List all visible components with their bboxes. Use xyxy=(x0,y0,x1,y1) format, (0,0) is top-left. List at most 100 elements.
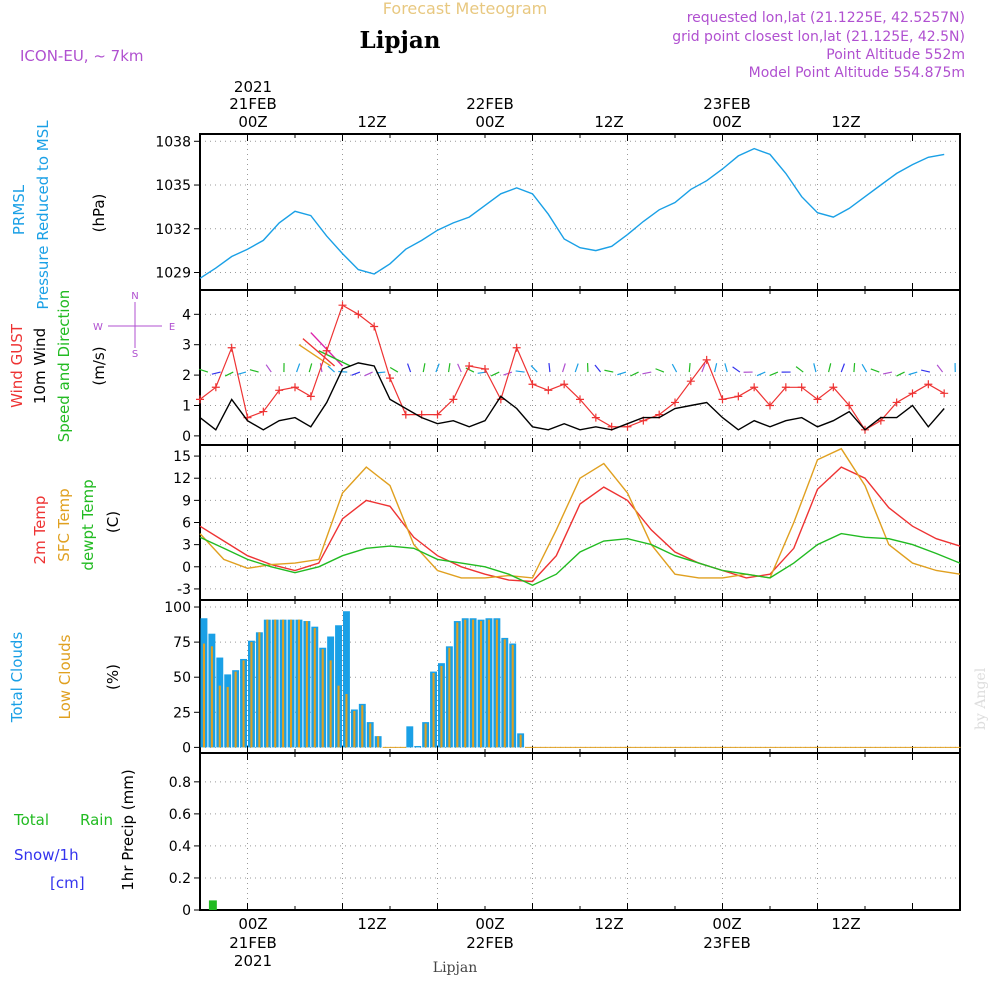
bar-low-clouds xyxy=(250,642,253,748)
wind-arrow xyxy=(813,363,817,373)
panel-frame xyxy=(199,752,961,911)
gust-marker xyxy=(940,389,949,398)
gust-marker xyxy=(544,386,553,395)
wind-arrow xyxy=(265,364,272,373)
wind-arrow xyxy=(630,371,639,377)
y-tick-label: 0.4 xyxy=(169,839,191,855)
panel-5: 0 0.2 0.4 0.6 0.8 xyxy=(169,752,961,919)
wind-arrow xyxy=(594,364,602,373)
top-tick-label-5: 00Z xyxy=(712,113,741,131)
bar-low-clouds xyxy=(432,672,435,748)
wind-arrow xyxy=(617,371,627,376)
gust-marker xyxy=(322,346,331,355)
wind-arrow xyxy=(364,371,373,377)
bar-low-clouds xyxy=(290,619,293,748)
bar-low-clouds xyxy=(495,619,498,748)
bar-low-clouds xyxy=(464,619,467,748)
gust-marker xyxy=(797,383,806,392)
gust-marker xyxy=(275,386,284,395)
gust-marker xyxy=(291,383,299,392)
y-tick-label: 2 xyxy=(182,368,191,384)
y-tick-label: 0 xyxy=(182,560,191,576)
compass-south: S xyxy=(132,349,138,360)
gust-marker xyxy=(338,301,347,310)
bar-low-clouds xyxy=(377,736,380,748)
wind-arrow xyxy=(211,371,221,375)
bar-precip xyxy=(208,900,217,910)
panel5-label-total: Total xyxy=(13,811,49,829)
y-tick-label: -3 xyxy=(177,582,191,598)
gust-arrow xyxy=(302,338,336,367)
top-tick-label-6: 12Z xyxy=(831,113,860,131)
panel3-label-unit: (C) xyxy=(104,511,122,533)
gust-marker xyxy=(370,322,379,331)
top-year: 2021 xyxy=(234,78,272,96)
y-tick-label: 0 xyxy=(182,740,191,756)
compass-rose-icon: N W E S xyxy=(93,291,175,360)
location-title: Lipjan xyxy=(360,27,441,54)
panel3-label-sfc: SFC Temp xyxy=(55,488,73,561)
y-tick-label: 1032 xyxy=(155,222,191,238)
bottom-tick-label-5: 00Z xyxy=(712,915,741,933)
wind-arrow xyxy=(224,371,234,377)
bar-low-clouds xyxy=(258,632,261,748)
wind-arrow xyxy=(338,370,348,373)
bar-low-clouds xyxy=(353,710,356,748)
gust-marker xyxy=(465,361,474,370)
gust-arrow xyxy=(318,350,351,367)
y-tick-label: 3 xyxy=(182,338,191,354)
wind-arrow xyxy=(199,368,209,373)
compass-north: N xyxy=(131,291,138,302)
wind-arrow xyxy=(921,369,931,373)
y-tick-label: 1029 xyxy=(155,266,191,282)
y-tick-label: 1038 xyxy=(155,134,191,150)
bottom-tick-label-1: 00Z xyxy=(238,915,267,933)
wind-arrow xyxy=(671,363,678,373)
panel5-label-rain: Rain xyxy=(80,811,113,829)
bar-low-clouds xyxy=(503,639,506,748)
gust-marker xyxy=(845,401,854,410)
bar-low-clouds xyxy=(440,665,443,748)
wind-arrow xyxy=(562,363,566,373)
bar-low-clouds xyxy=(282,619,285,748)
panel2-label-speed-dir: Speed and Direction xyxy=(55,290,73,443)
wind-arrow xyxy=(724,363,728,373)
wind-arrow xyxy=(457,363,462,373)
y-tick-label: 25 xyxy=(173,705,191,721)
gust-marker xyxy=(829,383,838,392)
panel4-label-unit: (%) xyxy=(104,664,122,690)
footer-location: Lipjan xyxy=(433,960,477,976)
wind-arrow xyxy=(406,363,412,373)
bottom-date-2: 22FEB xyxy=(466,934,513,952)
y-tick-label: 9 xyxy=(182,493,191,509)
requested-coords: requested lon,lat (21.1225E, 42.5257N) xyxy=(687,10,965,26)
y-tick-label: 1035 xyxy=(155,178,191,194)
y-tick-label: 0.8 xyxy=(169,775,191,791)
panel-3: -3 0 3 6 9 12 15 xyxy=(173,444,961,601)
bar-low-clouds xyxy=(210,646,213,748)
gust-marker xyxy=(433,410,442,419)
panel5-label-unit: 1hr Precip (mm) xyxy=(119,769,137,890)
bar-low-clouds xyxy=(329,660,332,748)
bar-low-clouds xyxy=(218,685,221,748)
top-date-2: 22FEB xyxy=(466,95,513,113)
bar-low-clouds xyxy=(242,660,245,748)
panel2-label-unit: (m/s) xyxy=(90,346,108,385)
bar-low-clouds xyxy=(519,734,522,748)
top-tick-label-3: 00Z xyxy=(475,113,504,131)
panel-4: 0 25 50 75 100 xyxy=(164,599,961,756)
gust-marker xyxy=(702,355,711,364)
bottom-tick-label-2: 12Z xyxy=(357,915,386,933)
series-dewpt-temp xyxy=(199,532,961,586)
wind-arrow xyxy=(853,363,856,373)
gust-arrow xyxy=(298,344,332,367)
bar-low-clouds xyxy=(487,619,490,748)
wind-arrow xyxy=(515,370,525,373)
bar-low-clouds xyxy=(234,671,237,748)
wind-arrow xyxy=(642,371,652,375)
y-tick-label: 3 xyxy=(182,538,191,554)
y-tick-label: 0 xyxy=(182,903,191,919)
plot-layer: 102910321035103801234-303691215025507510… xyxy=(155,133,961,919)
panel1-label-pressure: Pressure Reduced to MSL xyxy=(34,120,52,310)
